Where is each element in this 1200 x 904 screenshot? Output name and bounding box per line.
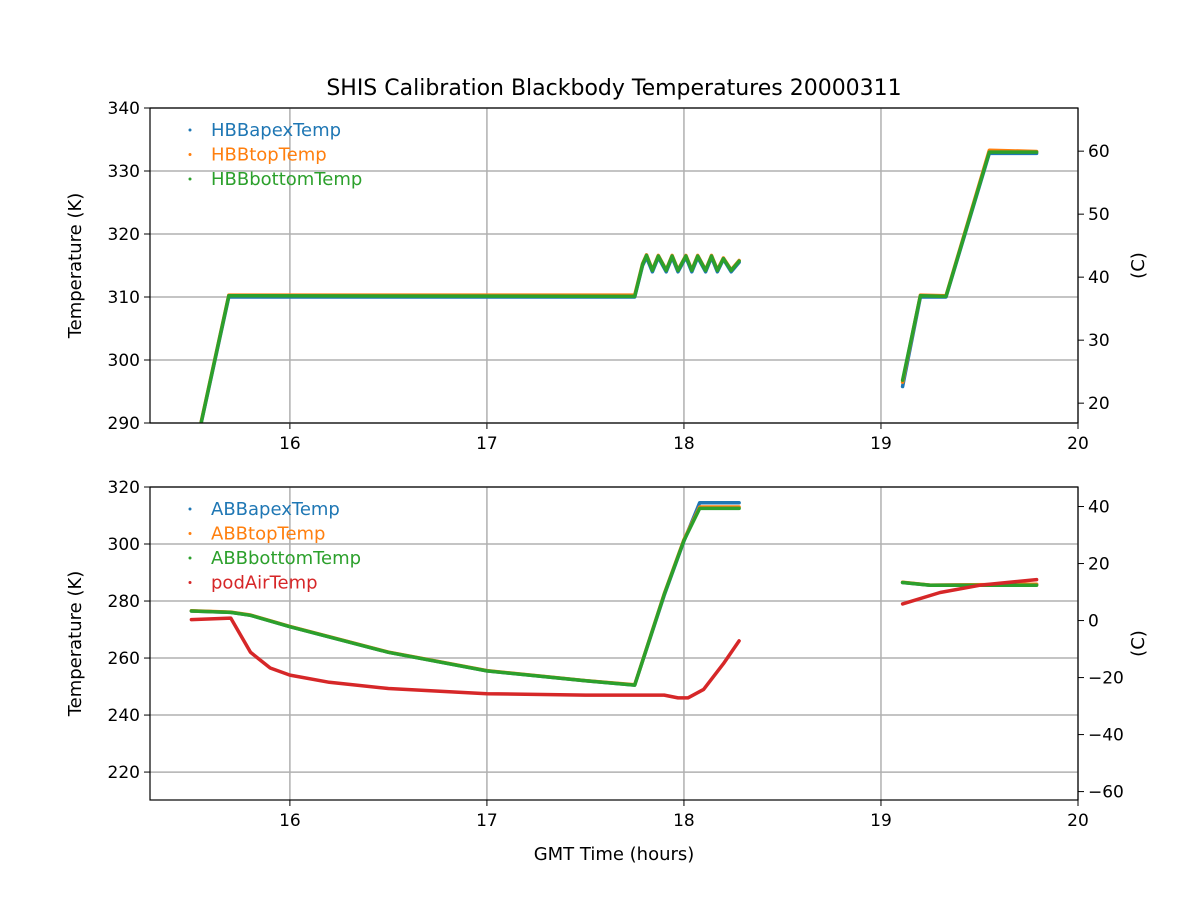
legend-marker: [188, 556, 192, 560]
y-tick-label: 320: [108, 225, 140, 245]
legend-marker: [188, 177, 192, 181]
legend-label: HBBtopTemp: [211, 145, 327, 166]
x-tick-label: 20: [1067, 434, 1089, 454]
y-tick-label: 290: [108, 414, 140, 434]
series-line-ABBbottomTemp: [189, 506, 741, 687]
series-line-HBBapexTemp: [900, 151, 1039, 389]
y-tick-label: 280: [108, 592, 140, 612]
legend-label: ABBtopTemp: [211, 524, 325, 545]
legend-marker: [188, 532, 192, 535]
series-line-HBBtopTemp: [199, 253, 741, 423]
y-right-tick-label: −20: [1088, 669, 1124, 689]
legend-marker: [188, 507, 192, 511]
series-line-podAirTemp: [900, 577, 1039, 606]
series-line-HBBbottomTemp: [900, 150, 1039, 382]
y-right-tick-label: 20: [1088, 394, 1110, 414]
x-tick-label: 20: [1067, 811, 1089, 831]
y-right-tick-label: 30: [1088, 331, 1110, 351]
y-tick-label: 320: [108, 478, 140, 498]
y-right-tick-label: 20: [1088, 555, 1110, 575]
y-tick-label: 300: [108, 351, 140, 371]
x-tick-label: 17: [476, 811, 498, 831]
x-axis-label: GMT Time (hours): [534, 844, 695, 865]
legend-marker: [188, 581, 192, 584]
legend-label: HBBapexTemp: [211, 120, 341, 141]
y-right-tick-label: 40: [1088, 268, 1110, 288]
x-tick-label: 16: [279, 811, 301, 831]
y-axis-label: Temperature (K): [65, 193, 86, 340]
y-right-tick-label: −60: [1088, 783, 1124, 803]
x-tick-label: 18: [673, 811, 695, 831]
x-tick-label: 17: [476, 434, 498, 454]
y-axis-label: Temperature (K): [65, 571, 86, 718]
x-tick-label: 19: [870, 434, 892, 454]
y-tick-label: 300: [108, 535, 140, 555]
y-right-axis-label: (C): [1128, 630, 1149, 657]
series-line-HBBbottomTemp: [199, 253, 741, 423]
legend-label: ABBbottomTemp: [211, 548, 361, 569]
y-tick-label: 260: [108, 649, 140, 669]
legend-marker: [188, 128, 192, 132]
series-line-ABBbottomTemp: [900, 580, 1039, 588]
y-tick-label: 240: [108, 706, 140, 726]
y-tick-label: 310: [108, 288, 140, 308]
axes-frame: [149, 107, 1079, 424]
legend-label: podAirTemp: [211, 573, 318, 594]
chart-title: SHIS Calibration Blackbody Temperatures …: [326, 76, 901, 101]
legend-label: HBBbottomTemp: [211, 169, 362, 190]
y-right-tick-label: 0: [1088, 612, 1099, 632]
y-right-tick-label: −40: [1088, 726, 1124, 746]
series-line-HBBapexTemp: [199, 255, 741, 423]
y-tick-label: 340: [108, 99, 140, 119]
x-tick-label: 18: [673, 434, 695, 454]
y-right-tick-label: 40: [1088, 498, 1110, 518]
legend-label: ABBapexTemp: [211, 499, 340, 520]
x-tick-label: 16: [279, 434, 301, 454]
y-tick-label: 330: [108, 162, 140, 182]
bottom-panel: 16 17 18 19 20 220 240 260 280 300 320 −60 −40 −20 0 20…: [65, 478, 1149, 831]
y-tick-label: 220: [108, 763, 140, 783]
legend-marker: [188, 153, 192, 156]
y-right-tick-label: 50: [1088, 205, 1110, 225]
axes-frame: [149, 486, 1079, 801]
x-tick-label: 19: [870, 811, 892, 831]
y-right-axis-label: (C): [1128, 252, 1149, 279]
y-right-tick-label: 60: [1088, 142, 1110, 162]
top-panel: 16 17 18 19 20 290 300 310 320 330 340 20 30 40 50 60 Te…: [65, 99, 1149, 454]
series-line-HBBtopTemp: [900, 148, 1039, 384]
series-line-podAirTemp: [189, 616, 741, 700]
